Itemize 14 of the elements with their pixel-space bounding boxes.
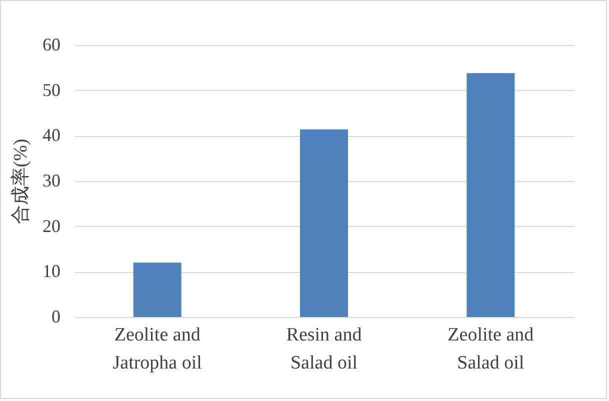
y-tick-label: 30 [42,170,60,190]
y-tick-label: 20 [42,216,60,236]
y-tick-label: 10 [42,261,60,282]
bar [133,262,182,317]
bar [300,129,348,317]
y-tick-label: 40 [42,125,60,146]
y-tick-label: 60 [42,34,60,54]
x-tick-label: Zeolite and Jatropha oil [112,324,202,374]
y-axis-title: 合成率(%) [10,138,32,224]
y-tick-label: 50 [42,80,60,100]
bar [466,73,515,317]
y-tick-label: 0 [52,306,60,326]
x-tick-label: Resin and Salad oil [286,324,362,374]
x-tick-label: Zeolite and Salad oil [448,324,534,374]
